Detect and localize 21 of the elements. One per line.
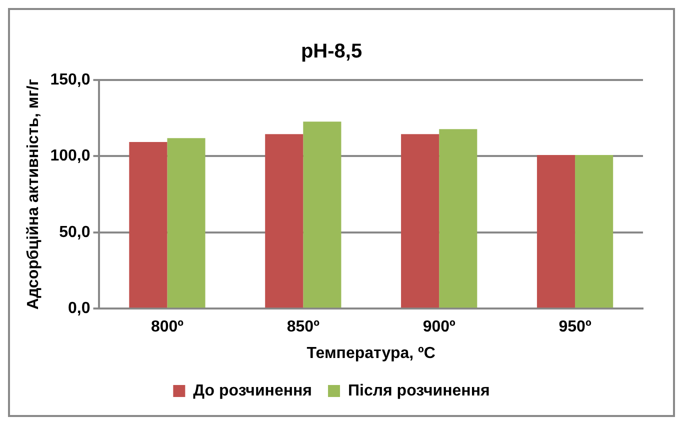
x-tick-label: 800º [150,318,184,336]
x-tick-label: 950º [558,318,592,336]
bar [575,154,614,308]
y-tick-label: 50,0 [59,224,90,241]
legend-label: Після розчинення [348,382,490,400]
bar [167,138,206,308]
legend-label: До розчинення [193,382,312,400]
x-axis-title: Температура, ºС [306,344,436,362]
y-axis-title: Адсорбційна активність, мг/г [25,78,42,310]
bar [536,154,576,308]
x-tick-label: 850º [286,318,320,336]
y-tick-label: 0,0 [68,300,90,318]
bar [439,129,478,308]
chart-title: pH-8,5 [300,40,362,63]
bar [303,122,342,308]
bar [265,134,304,308]
bar [129,142,168,308]
y-tick-label: 100,0 [50,148,90,165]
x-tick-label: 900º [422,318,456,336]
y-tick-label: 150,0 [50,71,90,88]
bar [401,134,440,308]
